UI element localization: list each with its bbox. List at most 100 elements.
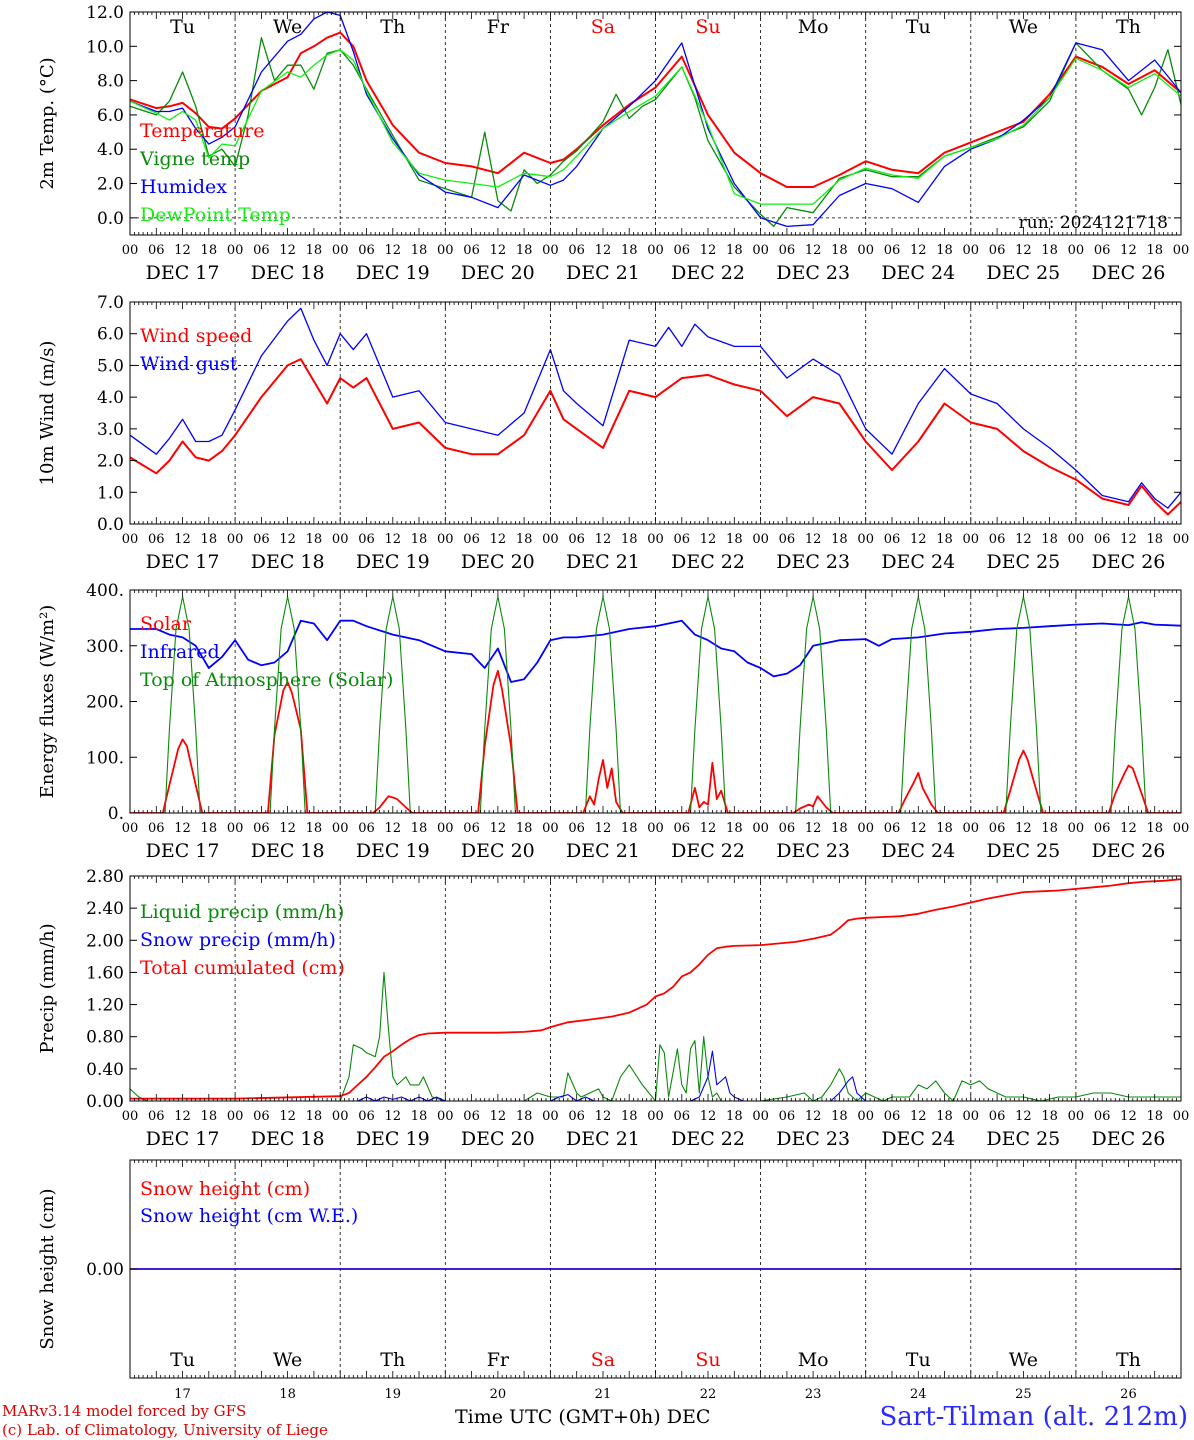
hour-tick-label: 18 (411, 243, 428, 258)
series-group (130, 307, 1181, 516)
hour-tick-label: 06 (674, 532, 691, 547)
legend-entry: Wind speed (140, 325, 252, 347)
hour-tick-label: 06 (989, 1109, 1006, 1124)
hour-tick-label: 12 (490, 243, 507, 258)
hour-tick-label: 00 (752, 1109, 769, 1124)
hour-tick-label: 00 (332, 1109, 349, 1124)
hour-tick-label: 18 (306, 243, 323, 258)
weekday-label: Mo (798, 1349, 829, 1371)
hour-tick-label: 00 (122, 821, 139, 836)
x-axis-title: Time UTC (GMT+0h) DEC (455, 1406, 711, 1428)
hour-tick-label: 18 (516, 1109, 533, 1124)
hour-tick-label: 12 (174, 532, 191, 547)
series-line-liquid-precip-mm-h (130, 971, 1181, 1101)
hour-tick-label: 00 (227, 532, 244, 547)
hour-tick-label: 06 (1094, 1109, 1111, 1124)
hour-tick-label: 12 (700, 532, 717, 547)
date-label: DEC 25 (986, 262, 1060, 284)
date-label: DEC 21 (566, 840, 640, 862)
hour-tick-label: 00 (1068, 243, 1085, 258)
hour-tick-label: 06 (989, 532, 1006, 547)
hour-tick-label: 06 (253, 532, 270, 547)
hour-tick-label: 06 (253, 243, 270, 258)
weekday-label: Fr (487, 16, 510, 38)
hour-tick-label: 18 (831, 532, 848, 547)
date-label: DEC 21 (566, 262, 640, 284)
hour-tick-label: 00 (752, 243, 769, 258)
date-label: DEC 20 (461, 1128, 535, 1150)
y-tick-label: 2.0 (97, 452, 124, 472)
hour-tick-label: 12 (174, 243, 191, 258)
series-line-snow-precip-mm-h (130, 1050, 1181, 1101)
hour-tick-label: 12 (595, 1109, 612, 1124)
y-tick-label: 2.40 (86, 899, 124, 919)
hour-tick-label: 12 (1120, 821, 1137, 836)
hour-tick-label: 00 (332, 532, 349, 547)
hour-tick-label: 00 (227, 1109, 244, 1124)
weekday-label: Su (695, 16, 720, 38)
hour-tick-label: 00 (332, 821, 349, 836)
y-tick-label: 0.80 (86, 1028, 124, 1048)
hour-tick-label: 00 (647, 243, 664, 258)
plot-frame (129, 11, 1182, 236)
hour-tick-label: 00 (122, 532, 139, 547)
hour-tick-label: 12 (490, 532, 507, 547)
weekday-label: Su (695, 1349, 720, 1371)
hour-tick-label: 12 (490, 821, 507, 836)
hour-tick-label: 12 (910, 532, 927, 547)
date-label: DEC 18 (251, 551, 325, 573)
day-number: 20 (490, 1387, 507, 1402)
hour-tick-label: 18 (621, 821, 638, 836)
legend-entry: Solar (140, 613, 192, 635)
date-label: DEC 21 (566, 551, 640, 573)
hour-tick-label: 12 (490, 1109, 507, 1124)
hour-tick-label: 06 (989, 821, 1006, 836)
hour-tick-label: 18 (936, 532, 953, 547)
legend-entry: Top of Atmosphere (Solar) (140, 669, 393, 691)
x-ticks (129, 876, 1182, 1101)
hour-tick-label: 12 (384, 821, 401, 836)
panel-4: 0.00 0.40 0.80 1.20 1.60 2.00 2.40 2.80 Precip (… (37, 867, 1189, 1150)
hour-tick-label: 18 (516, 243, 533, 258)
hour-tick-label: 00 (122, 243, 139, 258)
day-number: 17 (174, 1387, 191, 1402)
weekday-label: We (273, 1349, 302, 1371)
panel-1: 0.0 2.0 4.0 6.0 8.0 10.0 12.0 2m Temp. (°C) Temp… (37, 3, 1189, 284)
hour-tick-label: 12 (384, 532, 401, 547)
hour-tick-label: 06 (358, 821, 375, 836)
hour-tick-label: 18 (1041, 1109, 1058, 1124)
hour-tick-label: 12 (1015, 243, 1032, 258)
hour-tick-label: 06 (568, 532, 585, 547)
hour-tick-label: 00 (647, 1109, 664, 1124)
date-label: DEC 19 (356, 1128, 430, 1150)
y-axis-title: Snow height (cm) (37, 1188, 58, 1349)
hour-tick-label: 18 (201, 1109, 218, 1124)
hour-tick-label: 12 (805, 532, 822, 547)
legend-entry: Snow height (cm) (140, 1178, 310, 1200)
hour-tick-label: 12 (910, 1109, 927, 1124)
hour-tick-label: 18 (411, 821, 428, 836)
hour-tick-label: 18 (1041, 243, 1058, 258)
hour-tick-label: 00 (963, 1109, 980, 1124)
hour-tick-label: 00 (1173, 821, 1190, 836)
hour-tick-label: 18 (201, 243, 218, 258)
hour-tick-label: 12 (279, 1109, 296, 1124)
day-number: 18 (279, 1387, 296, 1402)
y-tick-label: 3.0 (97, 420, 124, 440)
date-label: DEC 24 (881, 551, 955, 573)
legend-entry: DewPoint Temp (140, 204, 291, 226)
hour-tick-label: 12 (595, 532, 612, 547)
plot-frame (129, 589, 1182, 814)
hour-tick-label: 00 (1068, 821, 1085, 836)
y-tick-label: 4.0 (97, 388, 124, 408)
date-label: DEC 19 (356, 840, 430, 862)
hour-tick-label: 18 (726, 532, 743, 547)
weekday-label: Tu (906, 16, 931, 38)
hour-tick-label: 00 (542, 532, 559, 547)
x-ticks (129, 302, 1182, 524)
weekday-label: Fr (487, 1349, 510, 1371)
hour-tick-label: 00 (857, 821, 874, 836)
hour-tick-label: 12 (174, 821, 191, 836)
hour-tick-label: 18 (726, 821, 743, 836)
day-number: 24 (910, 1387, 927, 1402)
